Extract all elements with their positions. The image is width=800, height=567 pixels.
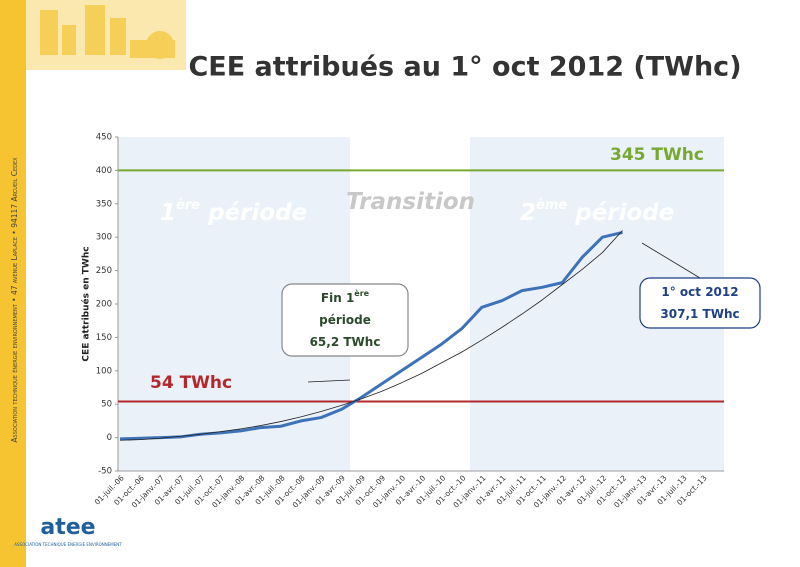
annotation-box bbox=[281, 283, 409, 357]
annotation-arrow bbox=[307, 379, 351, 383]
annotation-line: période bbox=[319, 313, 371, 327]
header-art bbox=[26, 0, 186, 70]
period-label: 2ème période bbox=[520, 198, 674, 226]
sidebar-text: Association technique énergie environnem… bbox=[10, 157, 19, 443]
period-rest: période bbox=[200, 200, 307, 226]
sidebar bbox=[0, 0, 26, 567]
period-text: 1 bbox=[160, 200, 176, 226]
y-tick-label: 100 bbox=[96, 366, 112, 376]
y-tick-label: 300 bbox=[96, 233, 112, 243]
period-sup: ème bbox=[536, 198, 567, 213]
period-label: 1ère période bbox=[160, 198, 307, 226]
chart-title: CEE attribués au 1° oct 2012 (TWhc) bbox=[188, 52, 741, 83]
y-tick-label: 200 bbox=[96, 300, 112, 310]
annotation-arrow bbox=[641, 242, 701, 279]
annotation-sup: ère bbox=[354, 288, 369, 298]
y-tick-label: 50 bbox=[101, 400, 112, 410]
series-line bbox=[119, 230, 623, 441]
y-tick-label: 450 bbox=[96, 133, 112, 143]
annotation-text: période bbox=[319, 313, 371, 327]
annotation-text: 307,1 TWhc bbox=[660, 307, 739, 321]
annotation-box bbox=[639, 277, 761, 329]
y-tick-label: -50 bbox=[98, 467, 112, 477]
y-tick-label: 350 bbox=[96, 199, 112, 209]
y-tick-label: 400 bbox=[96, 166, 112, 176]
annotation-line: 307,1 TWhc bbox=[660, 307, 739, 321]
y-tick-label: 0 bbox=[107, 433, 112, 443]
period-text: Transition bbox=[346, 189, 475, 215]
period-text: 2 bbox=[520, 200, 536, 226]
logo-subtitle: ASSOCIATION TECHNIQUE ÉNERGIE ENVIRONNEM… bbox=[14, 542, 122, 547]
period-label: Transition bbox=[346, 189, 475, 215]
logo: atee bbox=[40, 515, 95, 540]
period-sup: ère bbox=[176, 198, 200, 213]
annotation-line: 65,2 TWhc bbox=[310, 335, 381, 349]
y-tick-label: 150 bbox=[96, 333, 112, 343]
annotation-line: Fin 1 bbox=[321, 291, 354, 305]
reference-label: 54 TWhc bbox=[150, 373, 232, 393]
y-tick-label: 250 bbox=[96, 266, 112, 276]
annotation-text: 65,2 TWhc bbox=[310, 335, 381, 349]
reference-label: 345 TWhc bbox=[610, 145, 704, 165]
annotation-line: 1° oct 2012 bbox=[661, 285, 738, 299]
annotation-text: Fin 1ère bbox=[321, 288, 370, 305]
annotation-text: 1° oct 2012 bbox=[661, 285, 738, 299]
period-rest: période bbox=[567, 200, 674, 226]
y-axis-label: CEE attribués en TWhc bbox=[81, 246, 92, 361]
